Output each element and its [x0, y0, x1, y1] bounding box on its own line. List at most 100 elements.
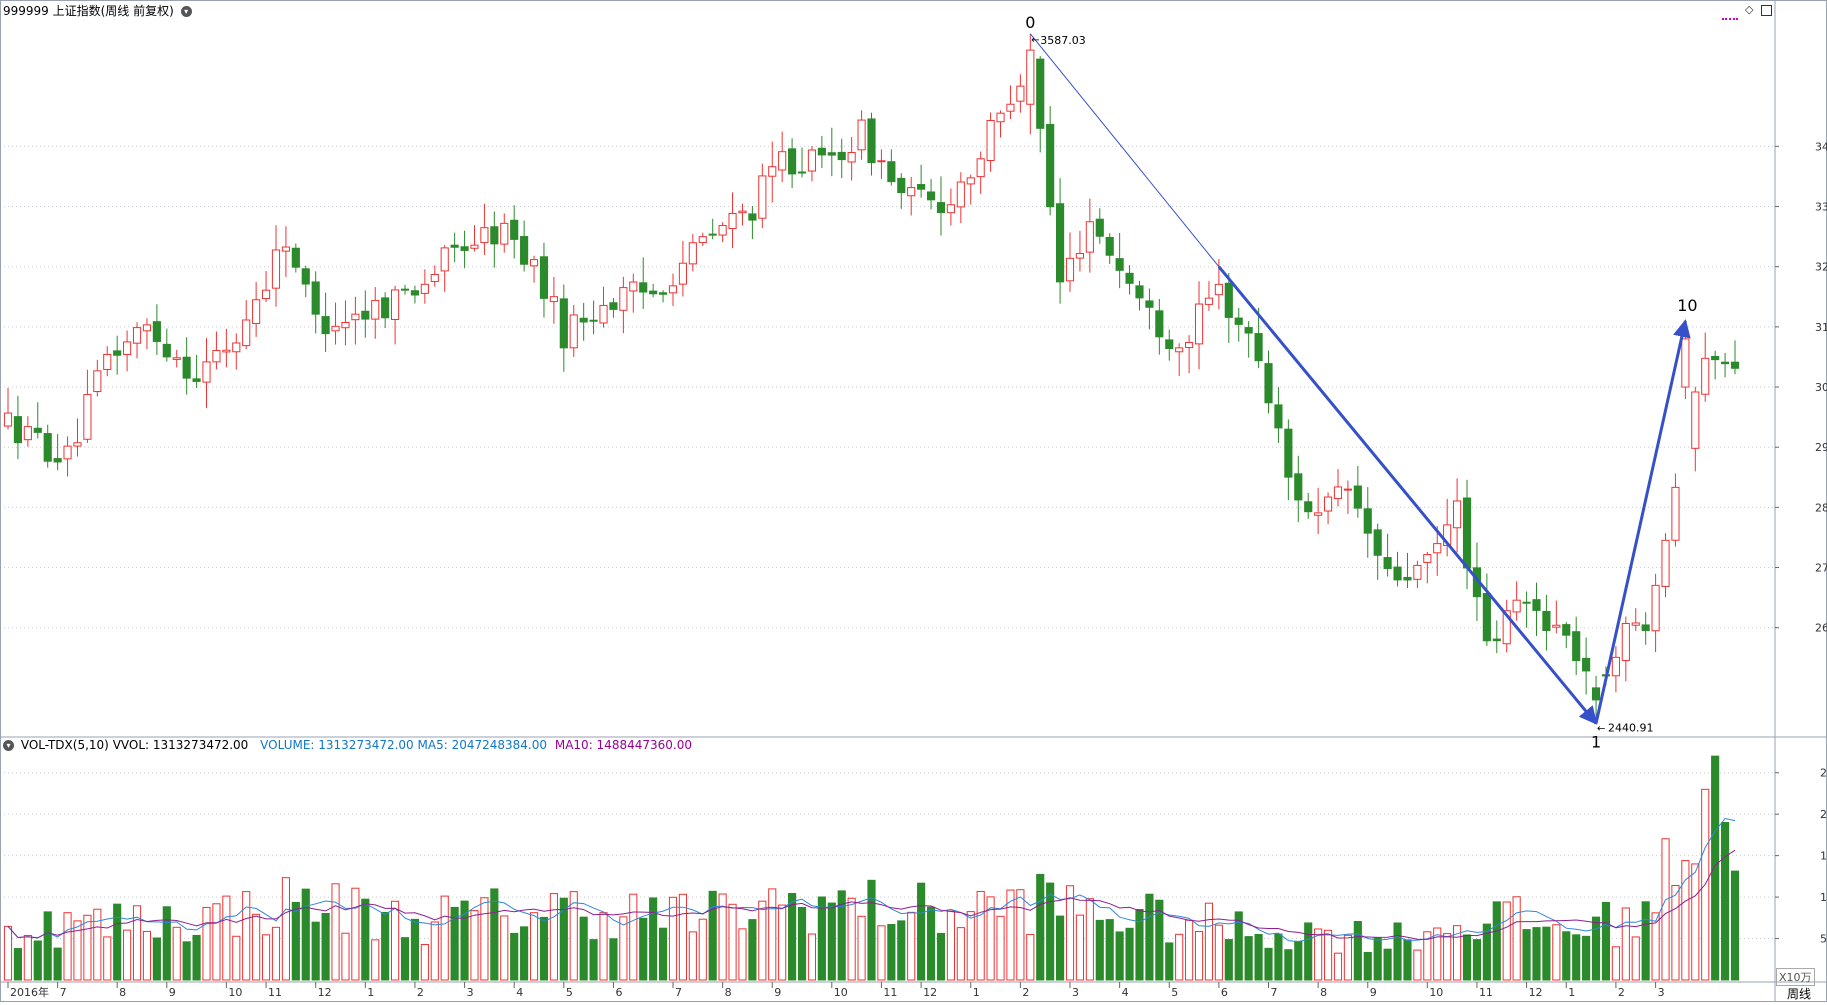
panel-toggle-icon[interactable]: [1761, 4, 1772, 16]
volume-bar: [1224, 939, 1233, 981]
candle-body: [103, 353, 112, 370]
diamond-icon[interactable]: ◇: [1745, 3, 1754, 16]
price-tick-label: 2800: [1815, 501, 1827, 514]
volume-bar: [867, 879, 876, 981]
volume-bar: [1006, 889, 1015, 981]
volume-bar: [83, 914, 92, 981]
wave-label-1: 1: [1591, 732, 1601, 751]
volume-bar: [510, 932, 519, 981]
candle-body: [1433, 543, 1442, 554]
candle-body: [381, 297, 390, 319]
candle-body: [420, 283, 429, 294]
candle: [1224, 272, 1233, 343]
candle: [1284, 419, 1293, 501]
volume-bar: [1294, 940, 1303, 981]
candle-body: [1363, 508, 1372, 534]
candle: [291, 243, 300, 273]
volume-bar: [232, 935, 241, 981]
chart-title-row: 999999 上证指数(周线 前复权) ▾: [3, 2, 192, 19]
candle: [1611, 646, 1620, 693]
candle: [252, 282, 261, 337]
volume-bar: [778, 904, 787, 981]
volume-bar: [1502, 901, 1511, 981]
candle-body: [1522, 601, 1531, 604]
volume-bar: [1353, 920, 1362, 981]
candle: [1264, 350, 1273, 414]
candle-body: [1185, 341, 1194, 349]
volume-bar: [23, 934, 32, 981]
volume-collapse-icon[interactable]: ▾: [3, 740, 14, 751]
candle-body: [1482, 593, 1491, 642]
candle-body: [311, 281, 320, 315]
candle: [778, 131, 787, 183]
candle: [1254, 307, 1263, 369]
time-tick-label: 8: [725, 986, 732, 999]
volume-bar: [1165, 942, 1174, 981]
volume-bar: [897, 920, 906, 981]
volume-bar: [271, 926, 281, 981]
volume-bar: [1591, 916, 1601, 981]
volume-bar: [1016, 889, 1025, 981]
candle: [1343, 480, 1352, 514]
volume-bar: [917, 882, 926, 981]
candle-body: [797, 171, 807, 174]
candle-body: [321, 316, 330, 335]
candle: [837, 138, 846, 179]
time-tick-label: 12: [318, 986, 332, 999]
price-tick-label: 3300: [1815, 201, 1827, 214]
candle-body: [956, 181, 965, 208]
candle-body: [500, 222, 509, 245]
volume-bar: [291, 901, 300, 981]
volume-bar: [1532, 927, 1541, 981]
wave-line-up: [1594, 319, 1691, 724]
candle-body: [93, 370, 102, 393]
candle: [609, 298, 618, 318]
candle: [450, 232, 459, 263]
candle-body: [728, 213, 737, 230]
candle: [410, 285, 420, 304]
volume-bar: [430, 921, 439, 981]
candle: [827, 127, 836, 177]
candle-body: [1065, 257, 1075, 282]
candle-body: [1572, 631, 1581, 662]
candle: [311, 271, 320, 334]
candle: [996, 110, 1005, 138]
candle: [202, 338, 211, 409]
title-dropdown-icon[interactable]: ▾: [180, 6, 192, 17]
candle-body: [53, 458, 62, 463]
volume-bar: [113, 903, 122, 981]
candle: [926, 178, 936, 210]
candle-body: [539, 256, 549, 299]
candle-body: [688, 242, 697, 265]
candle-body: [1582, 657, 1591, 672]
candle: [867, 112, 876, 176]
volume-bar: [162, 906, 171, 981]
candle: [331, 302, 340, 345]
candle-body: [1343, 488, 1352, 491]
volume-bar: [1472, 939, 1482, 981]
candle: [1532, 582, 1541, 636]
candle: [123, 330, 132, 372]
candle: [966, 174, 975, 205]
volume-bar: [847, 897, 856, 981]
volume-bar: [1552, 924, 1561, 981]
candle: [1701, 332, 1710, 402]
candle-body: [569, 314, 578, 349]
candle: [1631, 608, 1640, 631]
volume-bar: [1314, 928, 1323, 981]
candle: [1105, 233, 1114, 265]
volume-bar: [53, 947, 62, 981]
volume-bar: [1065, 885, 1075, 981]
candle-body: [1492, 638, 1501, 642]
candle: [520, 220, 529, 272]
volume-bar: [956, 927, 965, 981]
candle: [1006, 85, 1015, 120]
candle-body: [1681, 338, 1690, 388]
candle: [182, 337, 191, 395]
candle: [599, 286, 608, 328]
volume-bar: [1175, 933, 1184, 981]
candle-body: [1135, 285, 1144, 299]
volume-bar: [1046, 882, 1055, 981]
volume-bar: [460, 900, 469, 981]
